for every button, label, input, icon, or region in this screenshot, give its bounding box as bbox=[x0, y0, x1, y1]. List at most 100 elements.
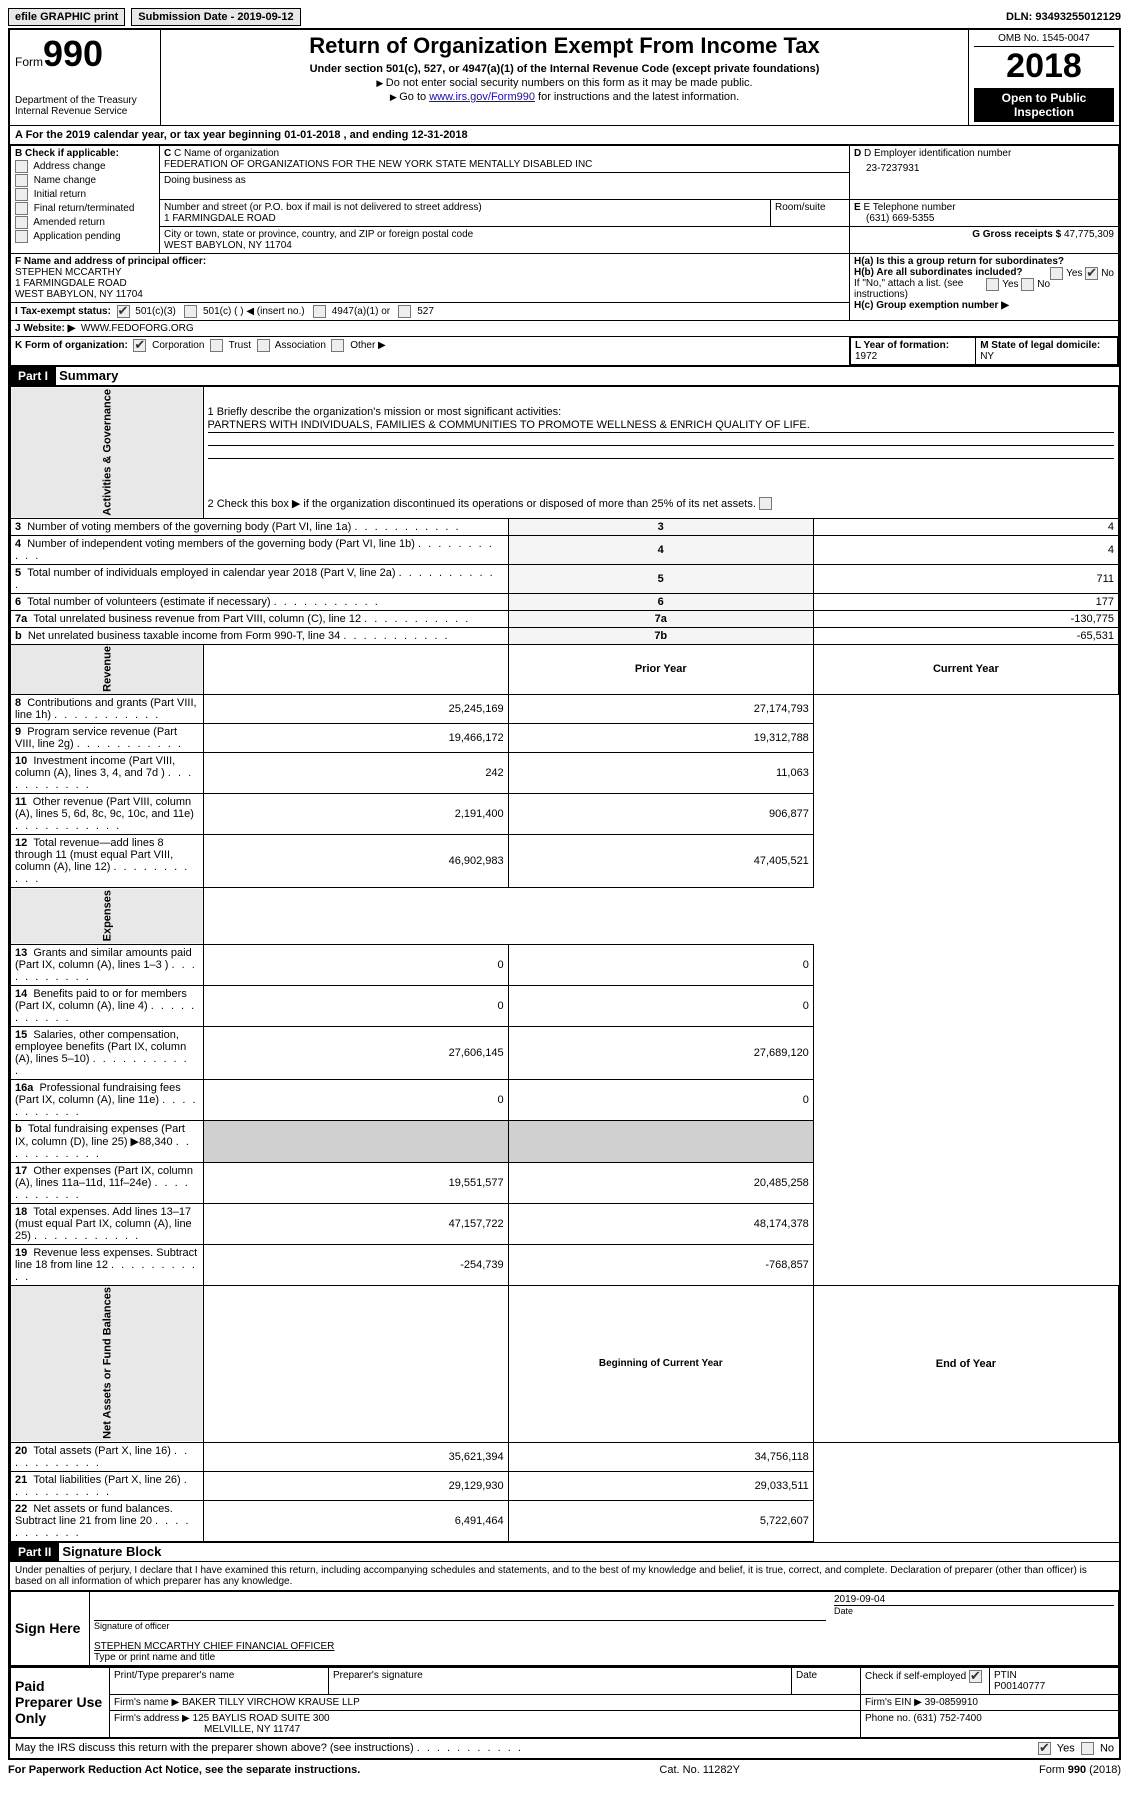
year-begin: 01-01-2018 bbox=[284, 129, 340, 141]
boxb-cb[interactable] bbox=[15, 160, 28, 173]
assoc-cb[interactable] bbox=[257, 339, 270, 352]
boxb-cb[interactable] bbox=[15, 202, 28, 215]
box-d-label: D Employer identification number bbox=[864, 148, 1011, 159]
prep-date-label: Date bbox=[796, 1670, 856, 1681]
name-label: Type or print name and title bbox=[94, 1652, 826, 1663]
box-m-label: M State of legal domicile: bbox=[980, 340, 1100, 351]
prep-phone: (631) 752-7400 bbox=[913, 1713, 981, 1724]
revenue-tab: Revenue bbox=[11, 644, 204, 695]
date-label: Date bbox=[834, 1605, 1114, 1616]
city: WEST BABYLON, NY 11704 bbox=[164, 240, 845, 251]
org-name: FEDERATION OF ORGANIZATIONS FOR THE NEW … bbox=[164, 159, 845, 170]
boxb-cb[interactable] bbox=[15, 174, 28, 187]
irs-link[interactable]: www.irs.gov/Form990 bbox=[429, 91, 535, 103]
firm-city: MELVILLE, NY 11747 bbox=[114, 1724, 856, 1735]
other: Other ▶ bbox=[350, 340, 385, 351]
dba-label: Doing business as bbox=[164, 175, 845, 186]
submission-date: Submission Date - 2019-09-12 bbox=[131, 8, 300, 26]
hc-label: H(c) Group exemption number ▶ bbox=[854, 300, 1009, 311]
street: 1 FARMINGDALE ROAD bbox=[164, 213, 766, 224]
box-k-label: K Form of organization: bbox=[15, 340, 128, 351]
efile-button[interactable]: efile GRAPHIC print bbox=[8, 8, 125, 26]
firm-name-label: Firm's name ▶ bbox=[114, 1697, 179, 1708]
current-year-hdr: Current Year bbox=[813, 644, 1118, 695]
discuss-no-cb[interactable] bbox=[1081, 1742, 1094, 1755]
goto-post: for instructions and the latest informat… bbox=[535, 91, 739, 103]
firm-addr: 125 BAYLIS ROAD SUITE 300 bbox=[193, 1713, 330, 1724]
officer-addr2: WEST BABYLON, NY 11704 bbox=[15, 289, 845, 300]
omb-number: OMB No. 1545-0047 bbox=[974, 33, 1114, 47]
self-emp-cb[interactable] bbox=[969, 1670, 982, 1683]
box-l-label: L Year of formation: bbox=[855, 340, 949, 351]
ptin: P00140777 bbox=[994, 1681, 1114, 1692]
boxb-cb[interactable] bbox=[15, 216, 28, 229]
box-i-label: I Tax-exempt status: bbox=[15, 306, 111, 317]
hb-no-cb[interactable] bbox=[1021, 278, 1034, 291]
box-e-label: E E Telephone number bbox=[854, 202, 1114, 213]
city-label: City or town, state or province, country… bbox=[164, 229, 845, 240]
netassets-tab: Net Assets or Fund Balances bbox=[11, 1285, 204, 1442]
4947-cb[interactable] bbox=[313, 305, 326, 318]
prep-print-label: Print/Type preparer's name bbox=[114, 1670, 324, 1681]
c3: 501(c)(3) bbox=[135, 306, 176, 317]
c3-cb[interactable] bbox=[117, 305, 130, 318]
discuss-yes: Yes bbox=[1057, 1742, 1075, 1754]
boxb-cb[interactable] bbox=[15, 188, 28, 201]
firm-ein: 39-0859910 bbox=[925, 1697, 978, 1708]
footer-right: Form 990 (2018) bbox=[1039, 1764, 1121, 1776]
prior-year-hdr: Prior Year bbox=[508, 644, 813, 695]
open-inspection: Open to Public Inspection bbox=[974, 88, 1114, 122]
line2-cb[interactable] bbox=[759, 497, 772, 510]
4947: 4947(a)(1) or bbox=[332, 306, 390, 317]
ha-label: H(a) Is this a group return for subordin… bbox=[854, 256, 1064, 267]
firm-name: BAKER TILLY VIRCHOW KRAUSE LLP bbox=[182, 1697, 360, 1708]
discuss-no: No bbox=[1100, 1742, 1114, 1754]
room-label: Room/suite bbox=[775, 202, 845, 213]
ha-no-cb[interactable] bbox=[1085, 267, 1098, 280]
part2-hdr: Part II bbox=[10, 1543, 59, 1561]
prep-phone-label: Phone no. bbox=[865, 1713, 911, 1724]
box-g-label: G Gross receipts $ bbox=[972, 229, 1061, 240]
ha-yes-cb[interactable] bbox=[1050, 267, 1063, 280]
527: 527 bbox=[417, 306, 434, 317]
trust-cb[interactable] bbox=[210, 339, 223, 352]
gross-receipts: 47,775,309 bbox=[1064, 229, 1114, 240]
dept-irs: Internal Revenue Service bbox=[15, 106, 155, 117]
trust: Trust bbox=[229, 340, 251, 351]
discuss-yes-cb[interactable] bbox=[1038, 1742, 1051, 1755]
hb-yes: Yes bbox=[1002, 279, 1018, 290]
part1-title: Summary bbox=[59, 368, 118, 383]
corp: Corporation bbox=[152, 340, 204, 351]
ptin-label: PTIN bbox=[994, 1670, 1114, 1681]
firm-ein-label: Firm's EIN ▶ bbox=[865, 1697, 922, 1708]
year-formed: 1972 bbox=[855, 351, 877, 362]
sign-here: Sign Here bbox=[11, 1591, 90, 1665]
footer-left: For Paperwork Reduction Act Notice, see … bbox=[8, 1764, 360, 1776]
row-a-pre: A For the 2019 calendar year, or tax yea… bbox=[15, 129, 284, 141]
form-prefix: Form bbox=[15, 55, 43, 69]
dln: DLN: 93493255012129 bbox=[1006, 11, 1121, 23]
box-f-label: F Name and address of principal officer: bbox=[15, 256, 206, 267]
ssn-note: Do not enter social security numbers on … bbox=[166, 77, 963, 89]
c-cb[interactable] bbox=[184, 305, 197, 318]
sig-label: Signature of officer bbox=[94, 1620, 826, 1631]
domicile: NY bbox=[980, 351, 994, 362]
street-label: Number and street (or P.O. box if mail i… bbox=[164, 202, 766, 213]
perjury: Under penalties of perjury, I declare th… bbox=[9, 1561, 1120, 1590]
box-j-label: J Website: ▶ bbox=[15, 323, 75, 334]
officer-name: STEPHEN MCCARTHY bbox=[15, 267, 845, 278]
row-a-mid: , and ending bbox=[344, 129, 412, 141]
begin-year-hdr: Beginning of Current Year bbox=[508, 1285, 813, 1442]
hb-yes-cb[interactable] bbox=[986, 278, 999, 291]
expenses-tab: Expenses bbox=[11, 888, 204, 944]
other-cb[interactable] bbox=[331, 339, 344, 352]
527-cb[interactable] bbox=[398, 305, 411, 318]
tax-year: 2018 bbox=[974, 47, 1114, 86]
boxb-cb[interactable] bbox=[15, 230, 28, 243]
ha-no: No bbox=[1101, 268, 1114, 279]
corp-cb[interactable] bbox=[133, 339, 146, 352]
box-c-label: C C Name of organization bbox=[164, 148, 845, 159]
ha-yes: Yes bbox=[1066, 268, 1082, 279]
form-number: 990 bbox=[43, 33, 103, 74]
ein: 23-7237931 bbox=[854, 159, 1114, 174]
